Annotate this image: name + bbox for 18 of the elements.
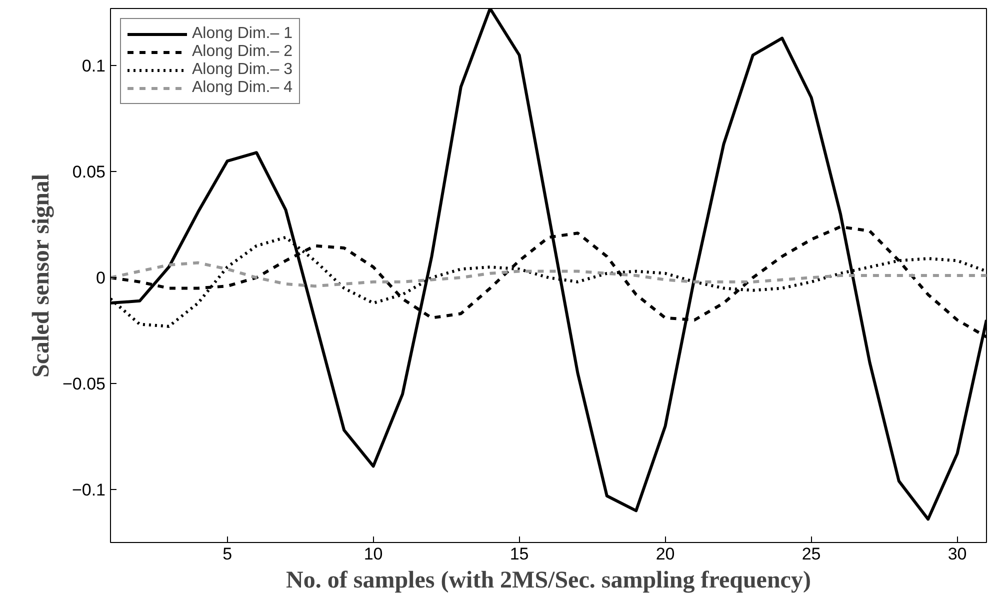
y-tick-label: 0 (96, 268, 106, 288)
x-tick-label: 5 (222, 544, 232, 564)
legend-label: Along Dim.– 1 (192, 25, 292, 43)
y-tick-label: 0.1 (82, 56, 106, 76)
x-tick-label: 15 (510, 544, 529, 564)
x-tick-label: 10 (364, 544, 383, 564)
y-tick-label: −0.05 (62, 374, 106, 394)
x-axis-title: No. of samples (with 2MS/Sec. sampling frequency) (286, 568, 811, 594)
legend-label: Along Dim.– 2 (192, 43, 292, 61)
x-tick-label: 20 (656, 544, 675, 564)
x-tick-label: 30 (948, 544, 967, 564)
y-tick-label: 0.05 (72, 162, 106, 182)
line-series (110, 261, 986, 288)
legend-label: Along Dim.– 4 (192, 79, 292, 97)
y-tick-label: −0.1 (72, 480, 106, 500)
y-axis-title: Scaled sensor signal (28, 174, 54, 378)
legend-label: Along Dim.– 3 (192, 61, 292, 79)
x-tick-label: 25 (802, 544, 821, 564)
